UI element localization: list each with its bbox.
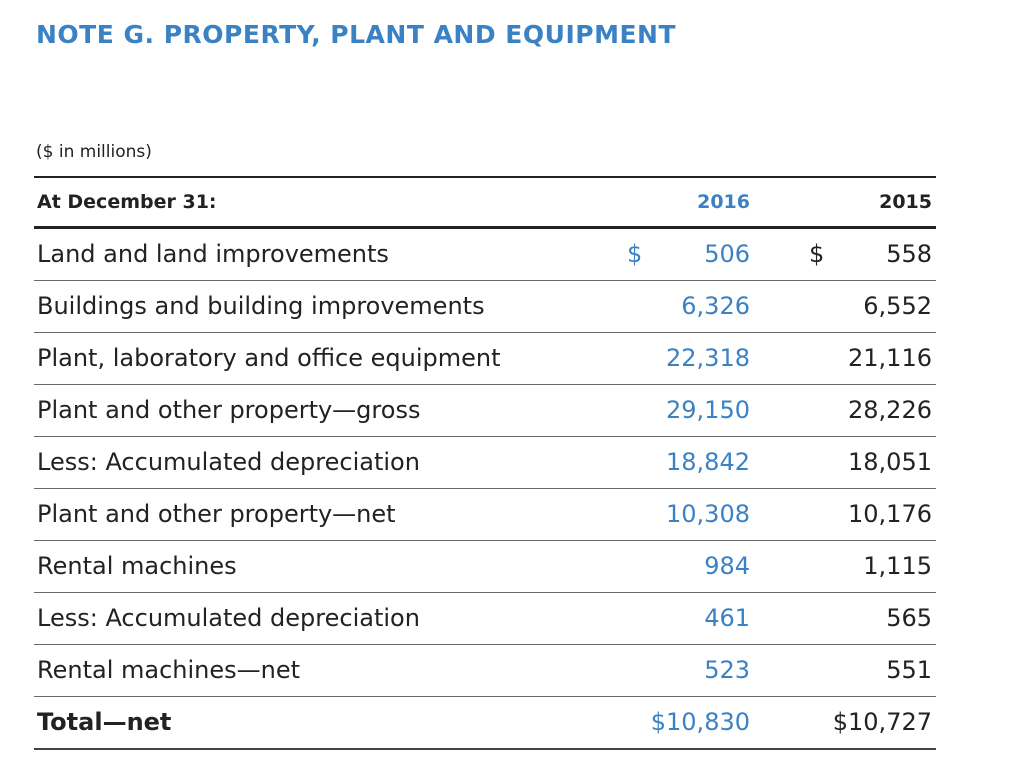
value-2015: 18,051 [848, 448, 932, 476]
value-2016: 22,318 [666, 344, 750, 372]
value-2015: 28,226 [848, 396, 932, 424]
table-row: Plant, laboratory and office equipment 2… [34, 333, 936, 385]
table-row: Rental machines—net 523 551 [34, 645, 936, 697]
table-row: Buildings and building improvements 6,32… [34, 281, 936, 333]
row-label: Rental machines—net [37, 656, 301, 684]
row-label: Plant, laboratory and office equipment [37, 344, 501, 372]
value-2015: 10,176 [848, 500, 932, 528]
value-2015: 6,552 [863, 292, 932, 320]
value-2016: 29,150 [666, 396, 750, 424]
row-label: Less: Accumulated depreciation [37, 448, 420, 476]
row-label: Total—net [37, 708, 172, 736]
value-2015: 551 [886, 656, 932, 684]
value-2016: 523 [704, 656, 750, 684]
header-label: At December 31: [37, 191, 217, 213]
value-2016: 6,326 [681, 292, 750, 320]
table-row: Land and land improvements $ 506 $ 558 [34, 229, 936, 281]
value-2016: 10,308 [666, 500, 750, 528]
row-label: Plant and other property—net [37, 500, 396, 528]
value-2015: $10,727 [832, 708, 932, 736]
table-row: Rental machines 984 1,115 [34, 541, 936, 593]
table-header-row: At December 31: 2016 2015 [34, 178, 936, 229]
note-title: NOTE G. PROPERTY, PLANT AND EQUIPMENT [36, 20, 676, 49]
dollar-sign-2015: $ [809, 240, 825, 268]
units-caption: ($ in millions) [36, 142, 152, 162]
row-label: Buildings and building improvements [37, 292, 485, 320]
table-row: Less: Accumulated depreciation 18,842 18… [34, 437, 936, 489]
property-plant-equipment-table: At December 31: 2016 2015 Land and land … [34, 176, 936, 750]
dollar-sign-2016: $ [627, 240, 643, 268]
value-2015: 21,116 [848, 344, 932, 372]
header-2016: 2016 [697, 191, 750, 213]
value-2016: 984 [704, 552, 750, 580]
table-row: Less: Accumulated depreciation 461 565 [34, 593, 936, 645]
value-2016: 506 [704, 240, 750, 268]
table-row: Plant and other property—net 10,308 10,1… [34, 489, 936, 541]
row-label: Plant and other property—gross [37, 396, 421, 424]
row-label: Rental machines [37, 552, 237, 580]
header-2015: 2015 [879, 191, 932, 213]
value-2015: 1,115 [863, 552, 932, 580]
value-2015: 565 [886, 604, 932, 632]
table-row: Plant and other property—gross 29,150 28… [34, 385, 936, 437]
total-row: Total—net $10,830 $10,727 [34, 697, 936, 750]
value-2015: 558 [886, 240, 932, 268]
value-2016: 18,842 [666, 448, 750, 476]
value-2016: $10,830 [650, 708, 750, 736]
value-2016: 461 [704, 604, 750, 632]
row-label: Less: Accumulated depreciation [37, 604, 420, 632]
row-label: Land and land improvements [37, 240, 389, 268]
